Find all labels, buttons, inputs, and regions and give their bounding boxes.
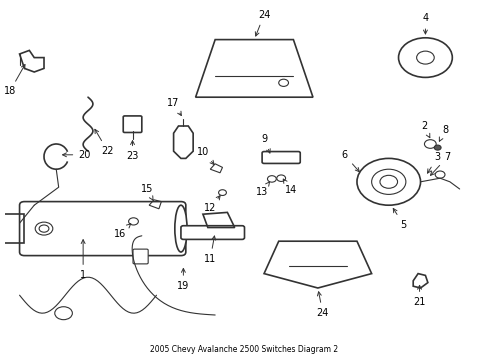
Circle shape — [434, 171, 444, 178]
Circle shape — [267, 176, 276, 182]
Text: 11: 11 — [203, 236, 216, 264]
Text: 8: 8 — [439, 125, 447, 141]
Text: 10: 10 — [196, 147, 214, 165]
Circle shape — [379, 175, 397, 188]
Text: 6: 6 — [341, 150, 359, 172]
Text: 2005 Chevy Avalanche 2500 Switches Diagram 2: 2005 Chevy Avalanche 2500 Switches Diagr… — [150, 345, 338, 354]
FancyBboxPatch shape — [262, 152, 300, 163]
Text: 22: 22 — [95, 129, 114, 156]
Circle shape — [218, 190, 226, 195]
Text: 2: 2 — [420, 121, 429, 138]
Text: 7: 7 — [429, 152, 449, 175]
Text: 3: 3 — [427, 152, 440, 173]
Circle shape — [416, 51, 433, 64]
FancyBboxPatch shape — [20, 202, 185, 256]
Ellipse shape — [175, 205, 186, 252]
Circle shape — [433, 145, 440, 150]
Text: 24: 24 — [255, 10, 270, 36]
Text: 12: 12 — [203, 195, 220, 213]
Circle shape — [278, 79, 288, 86]
Circle shape — [371, 169, 405, 194]
Text: 16: 16 — [113, 224, 131, 239]
Text: 20: 20 — [62, 150, 90, 160]
Text: 9: 9 — [261, 134, 270, 153]
Circle shape — [55, 307, 72, 320]
Circle shape — [35, 222, 53, 235]
FancyBboxPatch shape — [181, 226, 244, 239]
Circle shape — [424, 140, 435, 148]
Text: 18: 18 — [3, 64, 25, 96]
Text: 14: 14 — [283, 179, 297, 195]
Text: 1: 1 — [80, 240, 86, 280]
Text: 4: 4 — [422, 13, 427, 34]
Text: 13: 13 — [255, 182, 269, 197]
FancyBboxPatch shape — [123, 116, 142, 132]
Circle shape — [276, 175, 285, 181]
Circle shape — [356, 158, 420, 205]
Circle shape — [398, 38, 451, 77]
Text: 24: 24 — [316, 292, 328, 318]
Text: 17: 17 — [167, 98, 181, 116]
Text: 15: 15 — [140, 184, 153, 200]
Circle shape — [39, 225, 49, 232]
FancyBboxPatch shape — [133, 249, 148, 264]
Text: 23: 23 — [126, 141, 139, 161]
Text: 21: 21 — [412, 285, 425, 307]
Text: 19: 19 — [177, 269, 189, 291]
Circle shape — [128, 218, 138, 225]
Text: 5: 5 — [392, 208, 406, 230]
